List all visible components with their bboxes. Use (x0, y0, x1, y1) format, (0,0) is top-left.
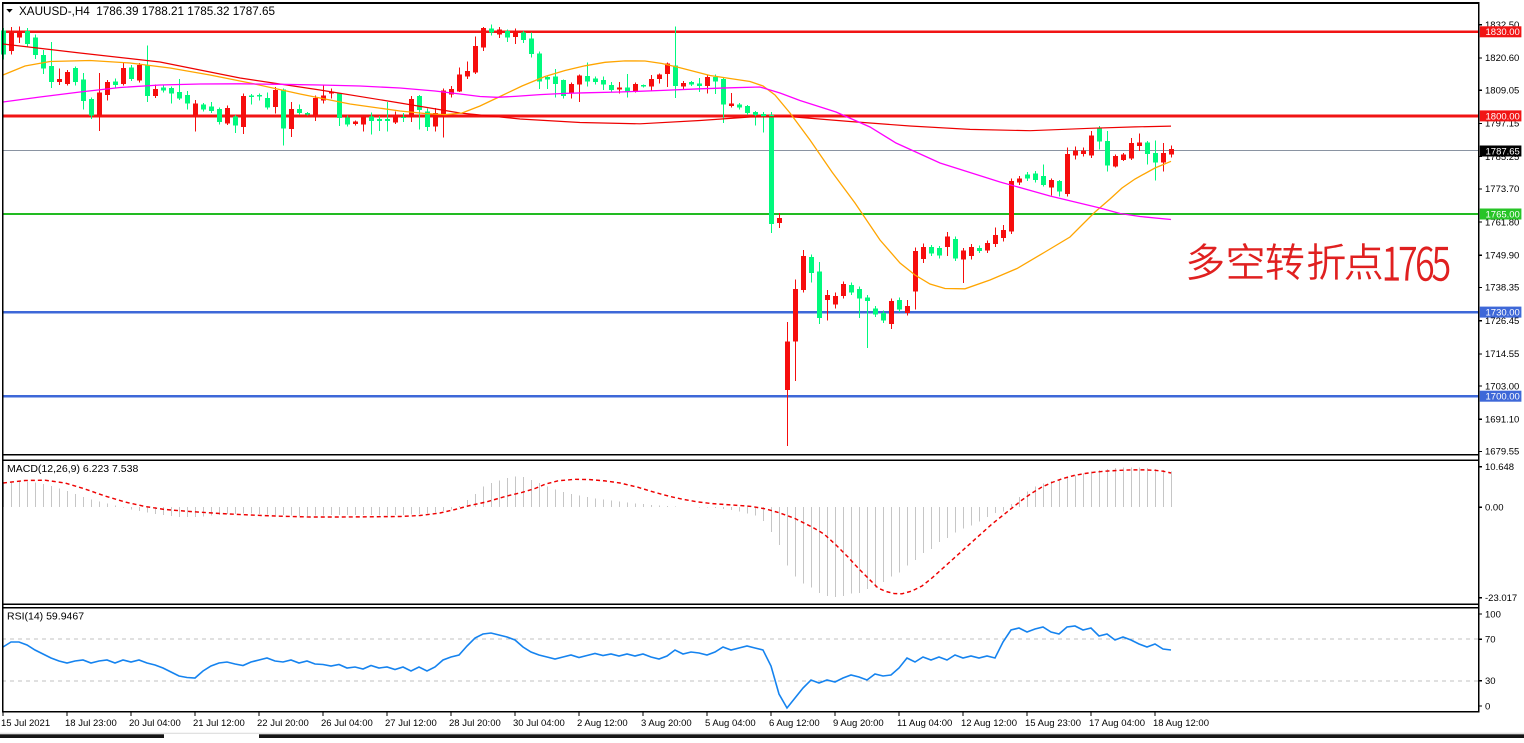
svg-text:30 Jul 04:00: 30 Jul 04:00 (513, 718, 565, 729)
svg-text:5 Aug 04:00: 5 Aug 04:00 (705, 718, 756, 729)
svg-text:30: 30 (1485, 676, 1496, 687)
svg-text:1761.80: 1761.80 (1485, 217, 1519, 228)
svg-text:-23.017: -23.017 (1485, 593, 1517, 604)
svg-text:1773.70: 1773.70 (1485, 184, 1519, 195)
svg-text:20 Jul 04:00: 20 Jul 04:00 (129, 718, 181, 729)
svg-text:26 Jul 04:00: 26 Jul 04:00 (321, 718, 373, 729)
svg-text:15 Jul 2021: 15 Jul 2021 (1, 718, 50, 729)
svg-text:100: 100 (1485, 609, 1501, 620)
svg-text:1785.25: 1785.25 (1485, 152, 1519, 163)
svg-text:0: 0 (1485, 701, 1490, 712)
svg-text:1809.05: 1809.05 (1485, 85, 1519, 96)
svg-text:10.648: 10.648 (1485, 462, 1514, 473)
svg-text:1765.00: 1765.00 (1486, 209, 1520, 220)
svg-text:1800.00: 1800.00 (1486, 111, 1520, 122)
svg-text:27 Jul 12:00: 27 Jul 12:00 (385, 718, 437, 729)
svg-text:1691.10: 1691.10 (1485, 415, 1519, 426)
svg-text:1797.15: 1797.15 (1485, 119, 1519, 130)
svg-text:RSI(14) 59.9467: RSI(14) 59.9467 (7, 611, 84, 623)
svg-text:18 Jul 23:00: 18 Jul 23:00 (65, 718, 117, 729)
svg-text:70: 70 (1485, 634, 1496, 645)
svg-text:1700.00: 1700.00 (1486, 392, 1520, 403)
svg-text:1679.55: 1679.55 (1485, 447, 1519, 458)
svg-text:17 Aug 04:00: 17 Aug 04:00 (1089, 718, 1145, 729)
svg-text:28 Jul 20:00: 28 Jul 20:00 (449, 718, 501, 729)
svg-text:0.00: 0.00 (1485, 502, 1504, 513)
svg-text:1749.90: 1749.90 (1485, 251, 1519, 262)
svg-text:11 Aug 04:00: 11 Aug 04:00 (897, 718, 952, 729)
svg-text:1703.00: 1703.00 (1485, 381, 1519, 392)
svg-text:3 Aug 20:00: 3 Aug 20:00 (641, 718, 692, 729)
svg-text:1714.55: 1714.55 (1485, 349, 1519, 360)
svg-text:15 Aug 23:00: 15 Aug 23:00 (1025, 718, 1081, 729)
svg-text:6 Aug 12:00: 6 Aug 12:00 (769, 718, 820, 729)
svg-text:12 Aug 12:00: 12 Aug 12:00 (961, 718, 1017, 729)
svg-text:2 Aug 12:00: 2 Aug 12:00 (577, 718, 628, 729)
svg-text:MACD(12,26,9) 6.223 7.538: MACD(12,26,9) 6.223 7.538 (7, 463, 138, 475)
svg-text:18 Aug 12:00: 18 Aug 12:00 (1153, 718, 1209, 729)
svg-text:1730.00: 1730.00 (1486, 308, 1520, 319)
svg-text:XAUUSD-,H4 1786.39 1788.21 17: XAUUSD-,H4 1786.39 1788.21 1785.32 1787.… (19, 5, 276, 18)
svg-text:21 Jul 12:00: 21 Jul 12:00 (193, 718, 245, 729)
svg-text:1830.00: 1830.00 (1486, 27, 1520, 38)
svg-text:9 Aug 20:00: 9 Aug 20:00 (833, 718, 884, 729)
svg-text:1738.35: 1738.35 (1485, 283, 1519, 294)
svg-text:1787.65: 1787.65 (1486, 146, 1520, 157)
svg-text:22 Jul 20:00: 22 Jul 20:00 (257, 718, 309, 729)
svg-text:1726.45: 1726.45 (1485, 316, 1519, 327)
svg-text:1820.60: 1820.60 (1485, 53, 1519, 64)
svg-text:1832.50: 1832.50 (1485, 20, 1519, 31)
